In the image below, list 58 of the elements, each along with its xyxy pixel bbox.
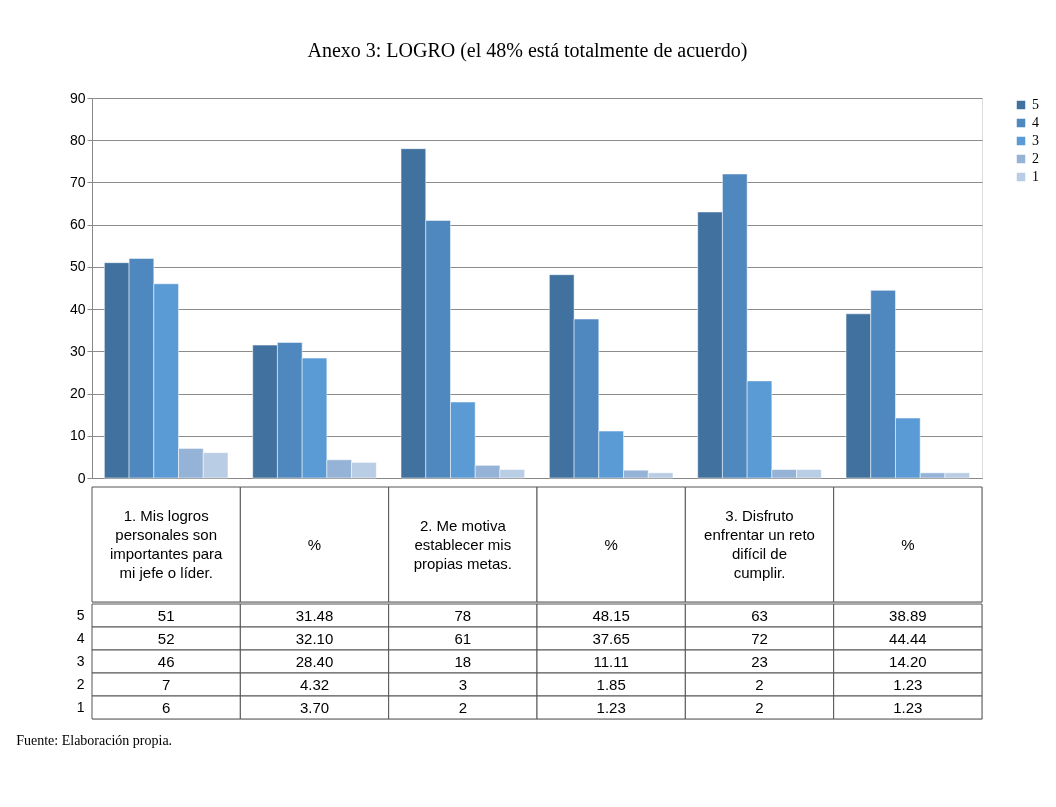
text: 3 xyxy=(76,652,85,669)
data-label: 1.85 xyxy=(596,675,626,693)
data-label: 1.23 xyxy=(596,698,626,716)
chart-title: Anexo 3: LOGRO (el 48% está totalmente de acuerdo) xyxy=(307,38,748,62)
y-tick-label: 30 xyxy=(69,342,86,359)
data-label: 23 xyxy=(751,652,768,670)
legend-label: 5 xyxy=(1032,97,1039,112)
data-label: 11.11 xyxy=(593,652,629,670)
y-tick-label: 90 xyxy=(69,89,86,106)
data-label: 51 xyxy=(157,606,175,624)
data-label: 78 xyxy=(454,606,472,624)
y-tick-label: 40 xyxy=(69,300,86,317)
data-label: 52 xyxy=(157,629,175,647)
data-label: 1.23 xyxy=(893,698,923,716)
data-label: 2 xyxy=(458,698,468,716)
data-label: 3.70 xyxy=(299,698,330,716)
text: 2 xyxy=(76,675,85,692)
data-label: 63 xyxy=(751,606,768,624)
data-label: 48.15 xyxy=(592,606,630,624)
data-label: 18 xyxy=(454,652,472,670)
legend-label: 2 xyxy=(1032,151,1039,166)
y-tick-label: 0 xyxy=(77,469,86,486)
data-label: 7 xyxy=(161,675,171,693)
y-tick-label: 80 xyxy=(69,131,86,148)
text: 5 xyxy=(76,606,85,623)
data-label: 37.65 xyxy=(592,629,630,647)
x-tick-label: 2. Me motiva establecer mis propias metas. xyxy=(413,516,513,572)
y-tick-label: 20 xyxy=(69,385,86,402)
data-label: 38.89 xyxy=(889,606,927,624)
text: 4 xyxy=(76,629,85,646)
data-label: 46 xyxy=(157,652,175,670)
data-label: 4.32 xyxy=(299,675,330,693)
data-label: 31.48 xyxy=(295,606,334,624)
legend-label: 3 xyxy=(1032,133,1039,148)
data-label: 14.20 xyxy=(889,652,927,670)
data-label: 28.40 xyxy=(295,652,334,670)
x-tick-label: 3. Disfruto enfrentar un reto difícil de cumplir. xyxy=(704,507,815,581)
x-tick-label: % xyxy=(307,535,322,553)
y-tick-label: 60 xyxy=(69,216,86,233)
text: 1 xyxy=(76,698,85,715)
legend-label: 4 xyxy=(1032,115,1039,130)
legend-label: 1 xyxy=(1032,169,1039,184)
x-tick-label: % xyxy=(604,535,618,553)
data-label: 44.44 xyxy=(889,629,927,647)
data-label: 72 xyxy=(751,629,768,647)
y-tick-label: 70 xyxy=(69,173,86,190)
data-label: 1.23 xyxy=(893,675,923,693)
data-label: 2 xyxy=(755,675,764,693)
data-label: 61 xyxy=(454,629,472,647)
source-note: Fuente: Elaboración propia. xyxy=(16,732,173,748)
y-tick-label: 10 xyxy=(69,427,86,444)
data-label: 2 xyxy=(755,698,764,716)
data-label: 6 xyxy=(161,698,171,716)
data-label: 3 xyxy=(458,675,468,693)
y-tick-label: 50 xyxy=(69,258,86,275)
x-tick-label: 1. Mis logros personales son importantes para mi jefe o líder. xyxy=(109,507,224,581)
x-tick-label: % xyxy=(901,535,915,553)
data-label: 32.10 xyxy=(295,629,334,647)
